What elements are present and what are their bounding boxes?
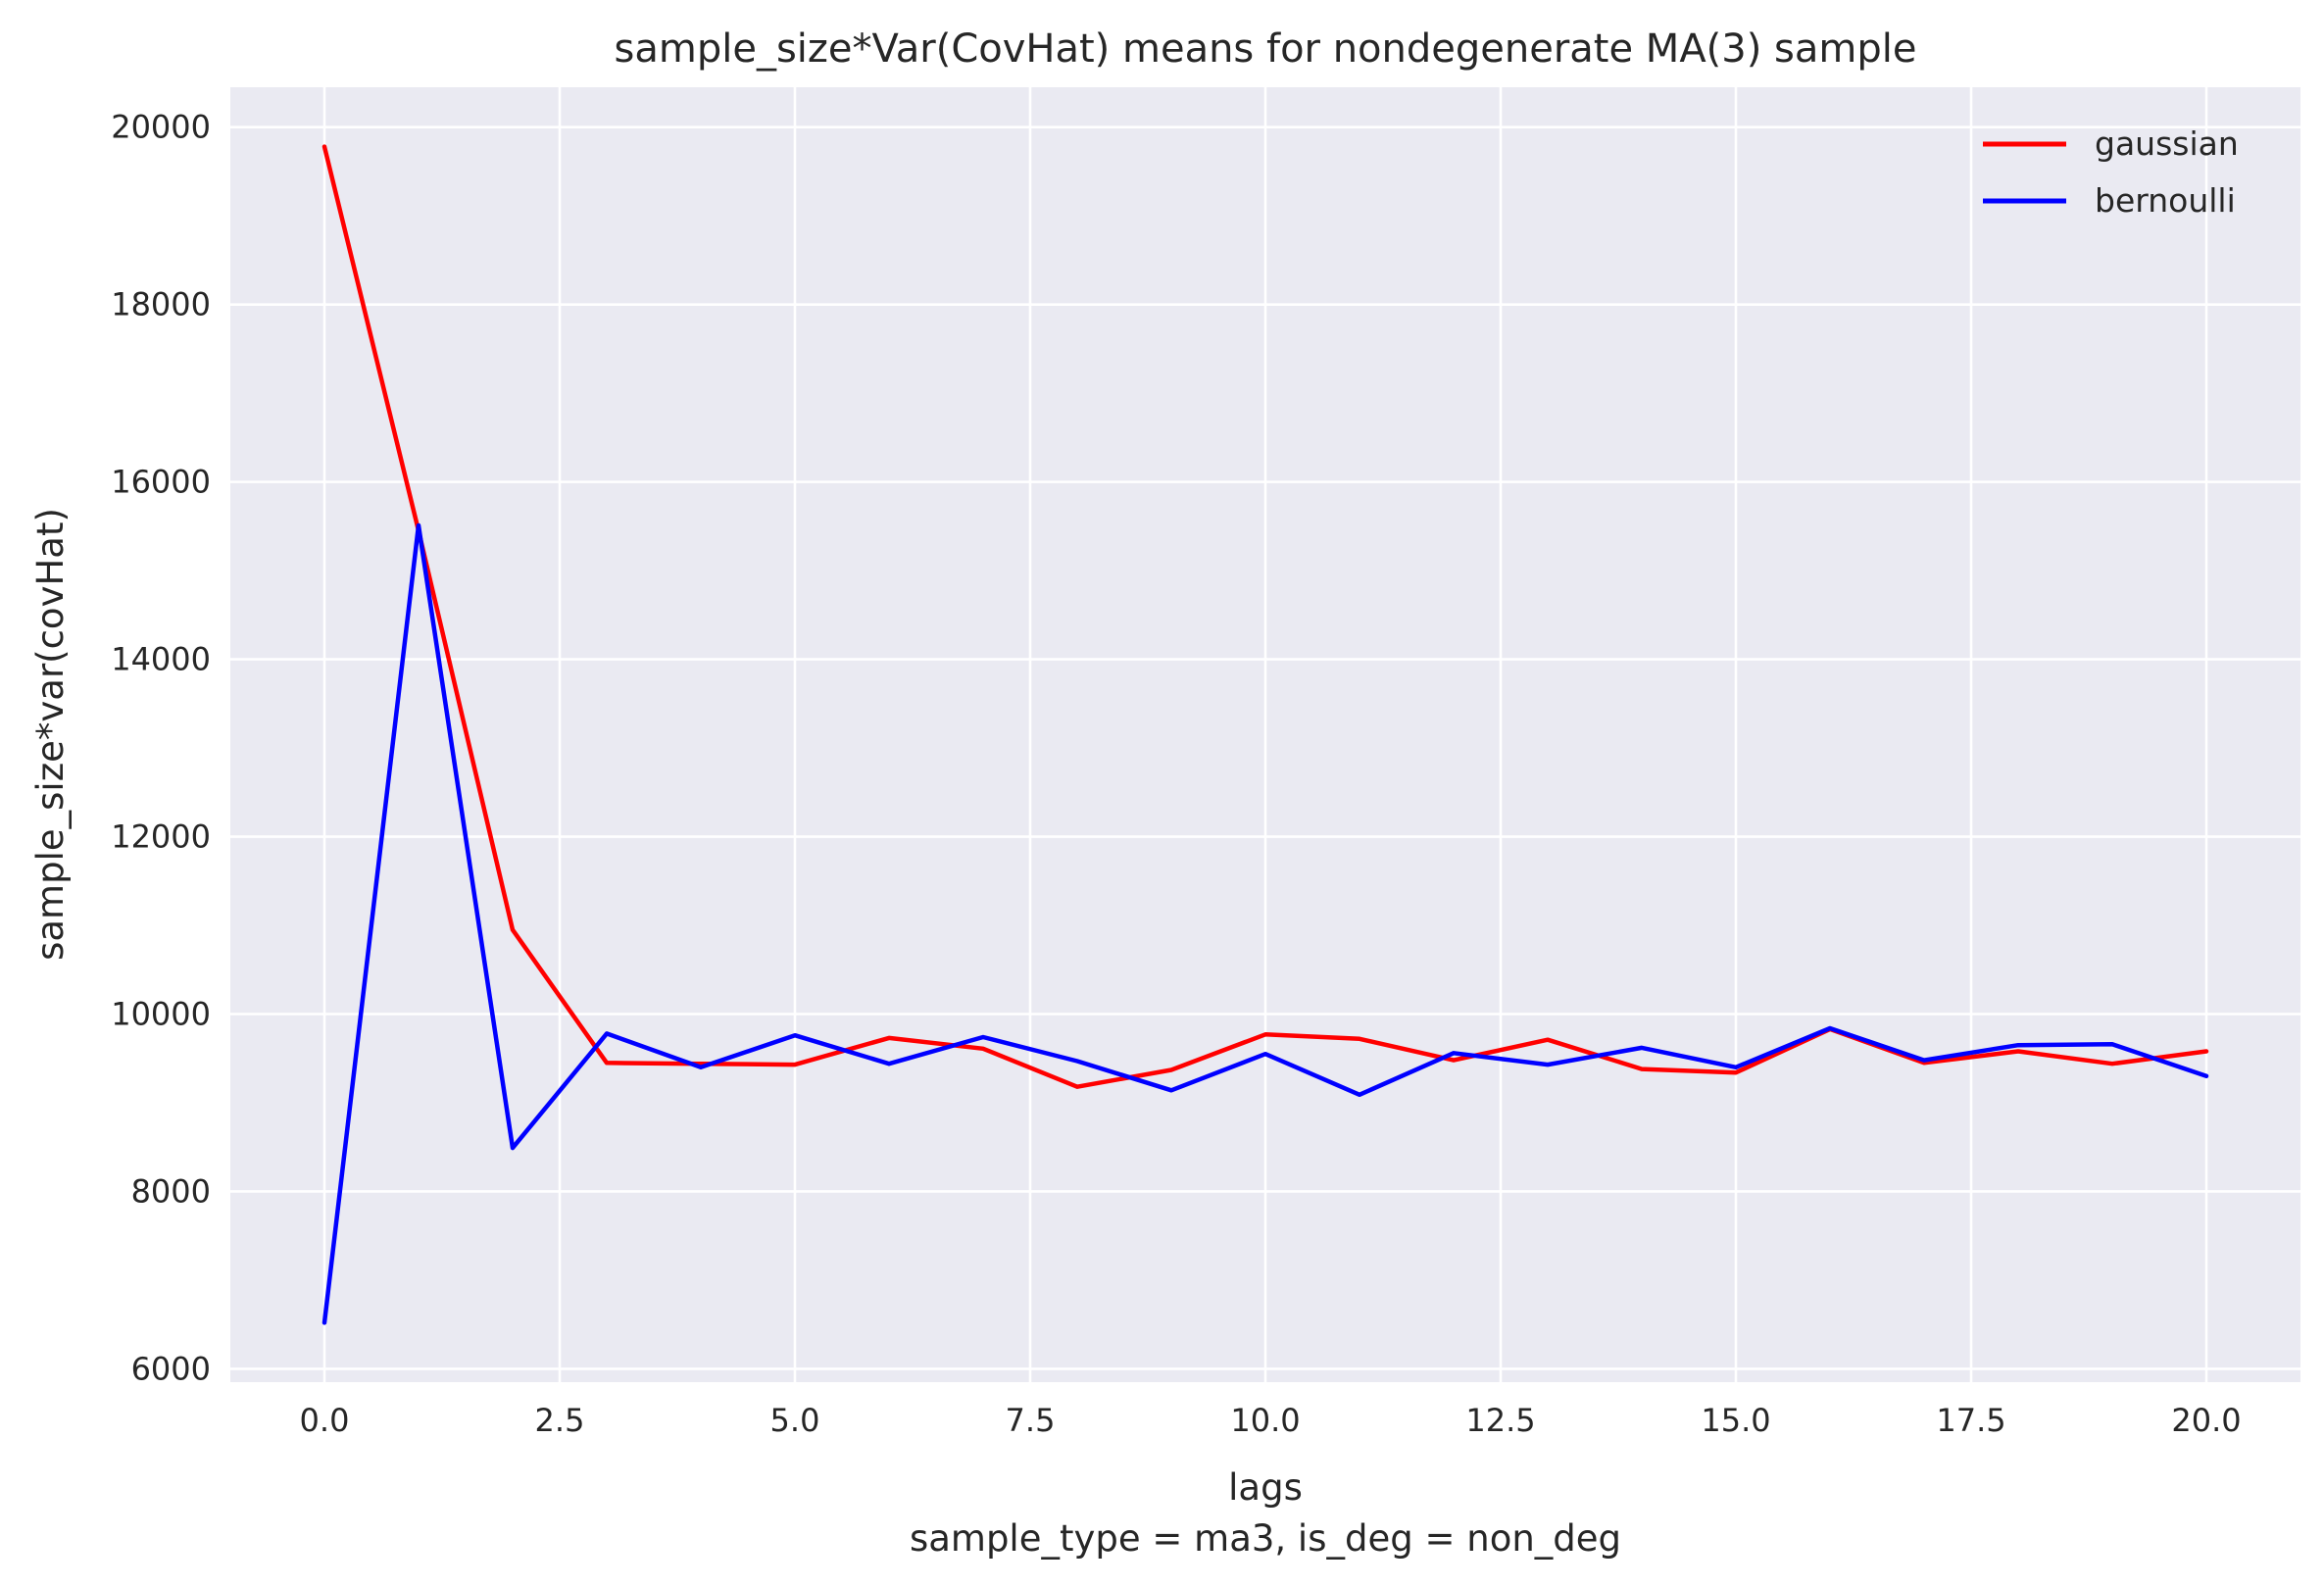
x-tick-label: 15.0 [1701, 1402, 1770, 1439]
y-tick-labels: 6000 8000 10000 12000 14000 16000 18000 20000 [111, 109, 211, 1388]
y-gridlines [230, 125, 2300, 1370]
y-tick-label: 10000 [111, 996, 211, 1033]
x-tick-label: 10.0 [1230, 1402, 1300, 1439]
legend-label-bernoulli: bernoulli [2095, 181, 2236, 220]
x-tick-label: 2.5 [535, 1402, 585, 1439]
chart-title: sample_size*Var(CovHat) means for nondeg… [615, 26, 1917, 72]
y-tick-label: 12000 [111, 818, 211, 856]
y-tick-label: 8000 [131, 1172, 211, 1210]
series-layer [321, 144, 2209, 1325]
y-tick-label: 6000 [131, 1350, 211, 1387]
x-tick-label: 5.0 [770, 1402, 820, 1439]
y-tick-label: 14000 [111, 641, 211, 678]
y-tick-label: 16000 [111, 464, 211, 501]
x-tick-label: 0.0 [300, 1402, 350, 1439]
x-tick-label: 7.5 [1006, 1402, 1056, 1439]
x-axis-label: lags [1228, 1466, 1303, 1509]
series-line-bernoulli [321, 522, 2209, 1325]
x-gridlines [322, 87, 2208, 1382]
x-tick-label: 12.5 [1465, 1402, 1535, 1439]
legend: gaussian bernoulli [1983, 124, 2239, 220]
x-tick-label: 20.0 [2171, 1402, 2241, 1439]
x-axis-note: sample_type = ma3, is_deg = non_deg [910, 1517, 1621, 1560]
y-tick-label: 18000 [111, 286, 211, 323]
y-tick-label: 20000 [111, 109, 211, 146]
legend-label-gaussian: gaussian [2095, 124, 2239, 163]
y-axis-label: sample_size*var(covHat) [29, 508, 72, 961]
x-tick-labels: 0.0 2.5 5.0 7.5 10.0 12.5 15.0 17.5 20.0 [300, 1402, 2242, 1439]
x-tick-label: 17.5 [1936, 1402, 2005, 1439]
